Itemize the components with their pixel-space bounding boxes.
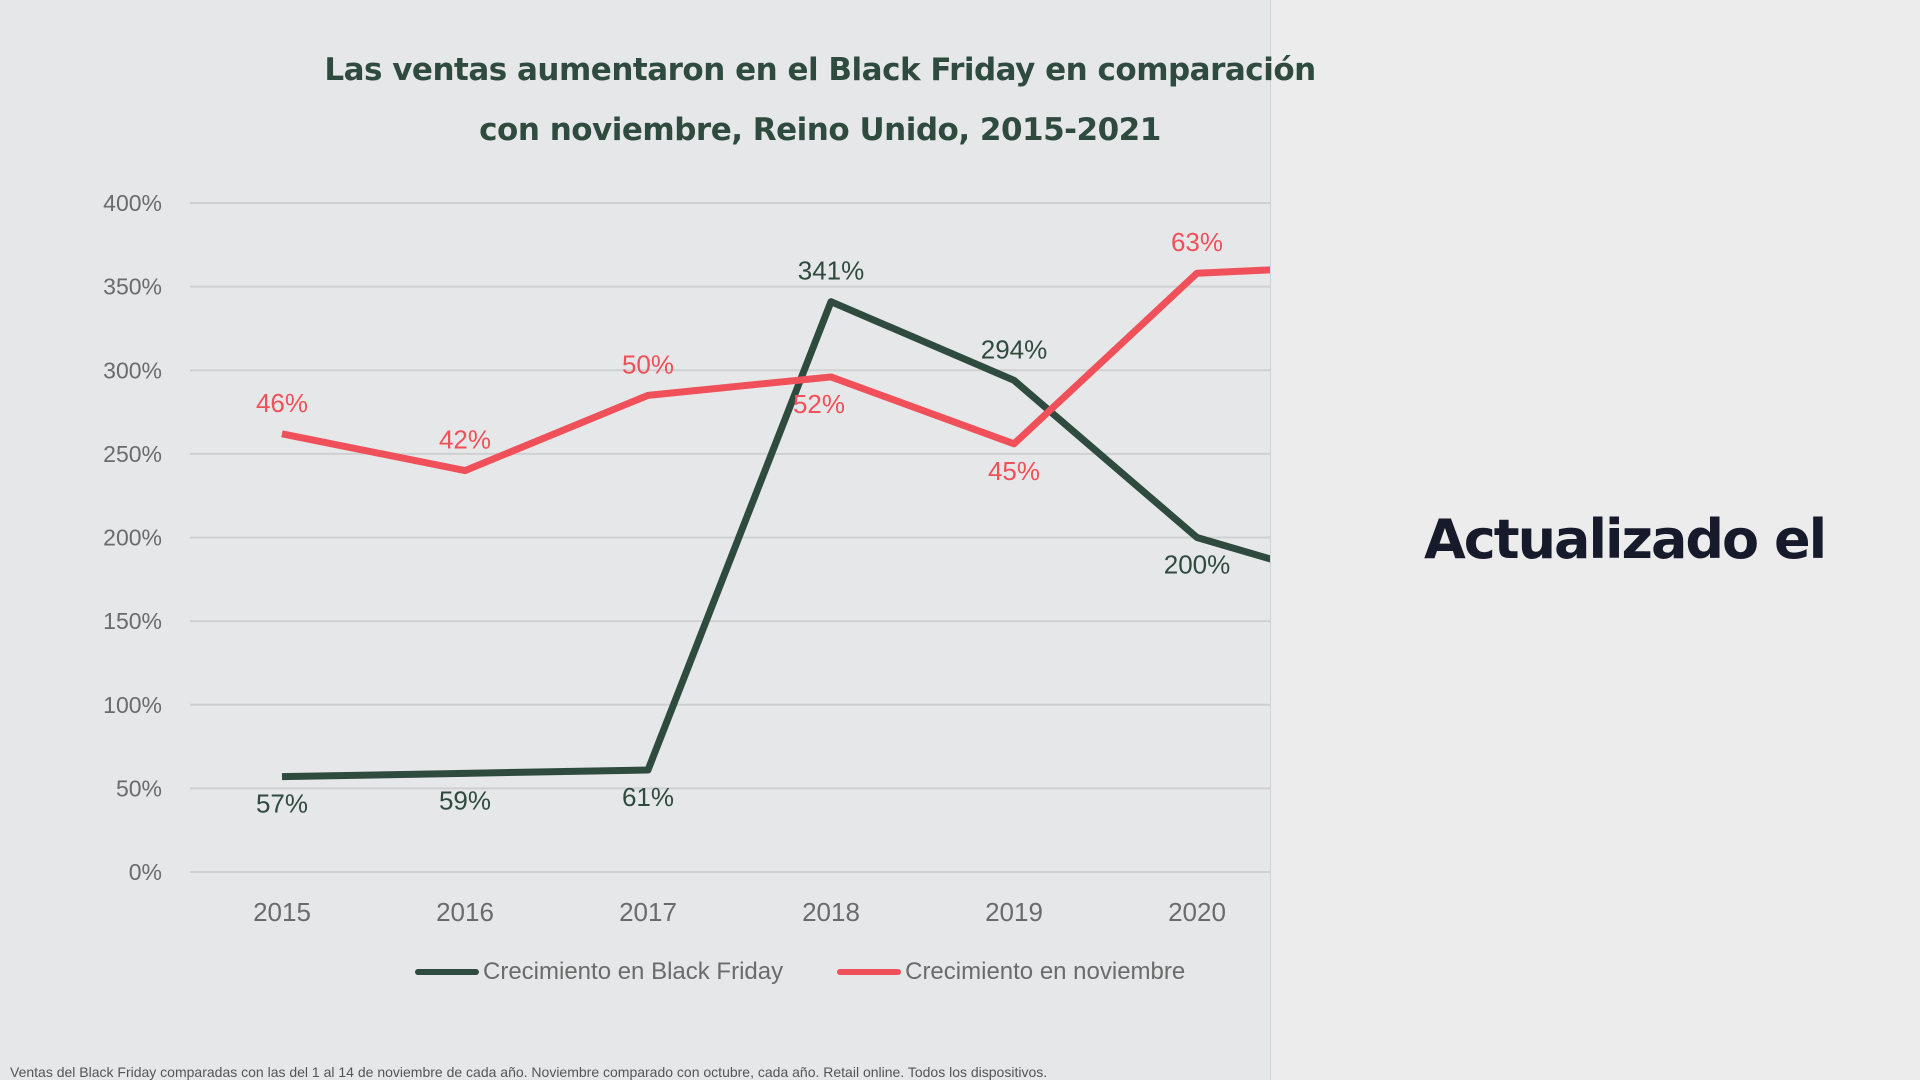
data-label: 50% xyxy=(622,349,674,379)
chart-title-line-1: Las ventas aumentaron en el Black Friday… xyxy=(324,52,1316,88)
line-chart: 0% 50% 100% 150% 200% 250% 300% 350% 400% 2015 201… xyxy=(103,190,1270,927)
chart-title-line-2: con noviembre, Reino Unido, 2015-2021 xyxy=(479,112,1161,148)
data-label: 52% xyxy=(793,389,845,419)
data-label: 59% xyxy=(439,785,491,815)
data-label: 57% xyxy=(256,789,308,819)
footnote: Ventas del Black Friday comparadas con l… xyxy=(10,1064,1048,1080)
legend-label: Crecimiento en Black Friday xyxy=(483,958,784,985)
x-tick-label: 2018 xyxy=(802,897,860,927)
data-label: 341% xyxy=(798,256,865,286)
legend-swatch xyxy=(415,969,479,975)
y-tick-label: 300% xyxy=(103,357,162,383)
legend-item-noviembre: Crecimiento en noviembre xyxy=(837,958,1185,986)
y-tick-label: 100% xyxy=(103,692,162,718)
y-tick-label: 350% xyxy=(103,274,162,300)
x-tick-label: 2019 xyxy=(985,897,1043,927)
data-label: 61% xyxy=(622,782,674,812)
y-tick-label: 150% xyxy=(103,608,162,634)
y-tick-label: 50% xyxy=(116,775,162,801)
chart-panel: Las ventas aumentaron en el Black Friday… xyxy=(10,0,1317,1080)
y-tick-label: 0% xyxy=(129,859,162,885)
data-label: 63% xyxy=(1171,227,1223,257)
y-tick-label: 400% xyxy=(103,190,162,216)
x-tick-label: 2015 xyxy=(253,897,311,927)
legend-label: Crecimiento en noviembre xyxy=(905,958,1186,985)
chart-title: Las ventas aumentaron en el Black Friday… xyxy=(300,40,1340,160)
data-label: 294% xyxy=(981,334,1048,364)
updated-text: Actualizado el xyxy=(1424,508,1827,571)
y-tick-label: 250% xyxy=(103,441,162,467)
legend-swatch xyxy=(837,969,902,975)
data-label: 42% xyxy=(439,425,491,455)
data-label: 45% xyxy=(988,456,1040,486)
legend-item-black-friday: Crecimiento en Black Friday xyxy=(415,958,783,986)
data-label: 46% xyxy=(256,388,308,418)
x-tick-label: 2017 xyxy=(619,897,677,927)
data-label: 200% xyxy=(1164,550,1231,580)
x-tick-label: 2020 xyxy=(1168,897,1226,927)
y-tick-label: 200% xyxy=(103,525,162,551)
x-tick-label: 2016 xyxy=(436,897,494,927)
legend: Crecimiento en Black Friday Crecimiento … xyxy=(415,958,1185,986)
